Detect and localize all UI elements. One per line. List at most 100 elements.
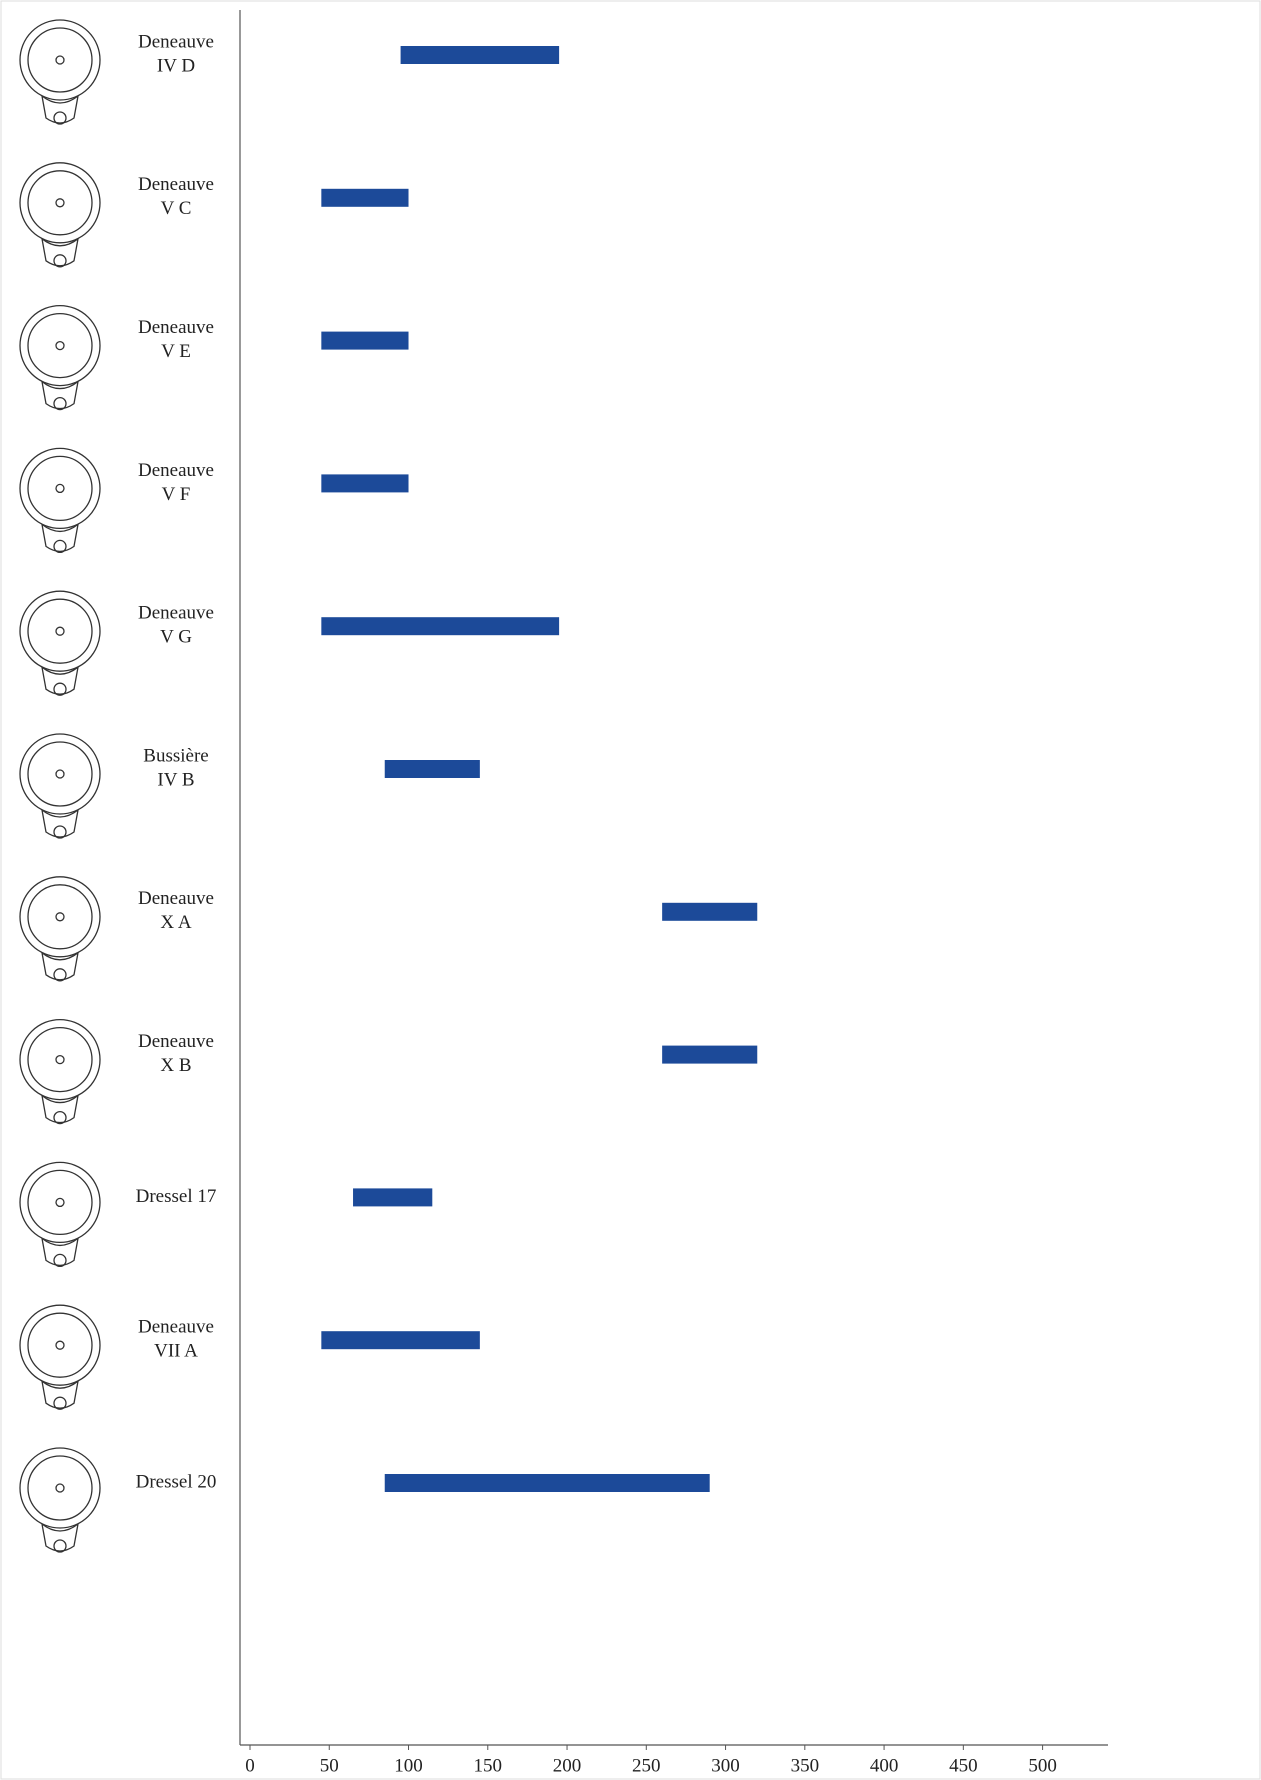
bar	[400, 46, 560, 64]
lamp-inner	[27, 884, 93, 950]
lamp-outer	[19, 1161, 101, 1244]
category-label: Deneauve	[138, 603, 214, 624]
category-label: IV B	[157, 769, 194, 790]
lamp-outer	[19, 733, 101, 815]
lamp-outer	[19, 162, 101, 244]
bar	[321, 1331, 480, 1350]
x-tick-label: 450	[949, 1755, 978, 1776]
category-label: X B	[160, 1055, 191, 1076]
category-label: V E	[161, 341, 191, 362]
lamp-inner	[27, 1026, 93, 1093]
lamp-hole	[55, 340, 65, 351]
lamp-hole	[55, 198, 65, 208]
bar	[384, 1474, 710, 1492]
lamp-nozzle	[41, 951, 79, 981]
category-label: IV D	[157, 55, 195, 76]
lamp-outer	[19, 447, 101, 530]
category-label: Bussière	[143, 745, 208, 766]
lamp-wick	[53, 254, 67, 268]
lamp-inner	[27, 170, 93, 236]
lamp-outer	[19, 590, 101, 672]
lamp-wick	[53, 682, 67, 696]
bar	[321, 331, 409, 350]
lamp-wick	[53, 1539, 67, 1553]
lamp-hole	[55, 1054, 65, 1065]
lamp-nozzle	[41, 1379, 79, 1409]
lamp-nozzle	[41, 522, 79, 553]
lamp-inner	[27, 27, 93, 93]
x-tick-label: 150	[474, 1755, 503, 1776]
lamp-outer	[19, 19, 101, 101]
category-label: V G	[160, 627, 192, 648]
lamp-wick	[53, 396, 67, 411]
lamp-nozzle	[41, 380, 79, 410]
x-tick-label: 500	[1028, 1755, 1057, 1776]
bar	[662, 1045, 758, 1064]
x-tick-label: 100	[394, 1755, 423, 1776]
category-label: Deneauve	[138, 1317, 214, 1338]
x-tick-label: 50	[320, 1755, 339, 1776]
lamp-outer	[19, 1304, 101, 1386]
lamp-inner	[27, 598, 93, 664]
category-label: Deneauve	[138, 460, 214, 481]
lamp-hole	[55, 55, 65, 65]
bar	[353, 1188, 433, 1207]
lamp-hole	[55, 912, 65, 922]
lamp-outer	[19, 304, 101, 387]
x-tick-label: 200	[553, 1755, 582, 1776]
lamp-wick	[53, 1253, 67, 1268]
category-label: Dressel 17	[136, 1186, 217, 1207]
x-tick-label: 300	[711, 1755, 740, 1776]
category-label: X A	[160, 912, 191, 933]
category-label: Deneauve	[138, 317, 214, 338]
lamp-hole	[55, 1197, 65, 1208]
lamp-outer	[19, 1018, 101, 1101]
lamp-outer	[19, 876, 101, 958]
lamp-nozzle	[41, 1094, 79, 1124]
lamp-inner	[27, 741, 93, 807]
lamp-hole	[55, 483, 65, 494]
x-tick-label: 400	[870, 1755, 899, 1776]
lamp-wick	[53, 539, 67, 554]
lamp-outer	[19, 1447, 101, 1529]
bar	[321, 617, 560, 636]
lamp-inner	[27, 1455, 93, 1521]
category-label: Deneauve	[138, 1031, 214, 1052]
category-label: Dressel 20	[136, 1471, 217, 1492]
x-tick-label: 350	[791, 1755, 820, 1776]
x-tick-label: 250	[632, 1755, 661, 1776]
category-label: V C	[161, 198, 192, 219]
category-label: V F	[162, 484, 191, 505]
category-label: Deneauve	[138, 174, 214, 195]
lamp-wick	[53, 1396, 67, 1410]
lamp-hole	[55, 1340, 65, 1350]
bar	[321, 474, 409, 493]
lamp-wick	[53, 111, 67, 125]
lamp-nozzle	[41, 1522, 79, 1552]
category-label: VII A	[154, 1341, 198, 1362]
lamp-nozzle	[41, 1236, 79, 1267]
lamp-inner	[27, 1169, 93, 1236]
lamp-nozzle	[41, 237, 79, 267]
lamp-nozzle	[41, 665, 79, 695]
lamp-nozzle	[41, 808, 79, 838]
lamp-hole	[55, 1483, 65, 1493]
lamp-hole	[55, 769, 65, 779]
lamp-nozzle	[41, 94, 79, 124]
category-label: Deneauve	[138, 888, 214, 909]
category-label: Deneauve	[138, 31, 214, 52]
x-tick-label: 0	[245, 1755, 255, 1776]
bar	[384, 760, 480, 778]
lamp-hole	[55, 626, 65, 636]
lamp-wick	[53, 825, 67, 839]
lamp-wick	[53, 968, 67, 982]
lamp-inner	[27, 1312, 93, 1378]
lamp-inner	[27, 455, 93, 522]
lamp-wick	[53, 1110, 67, 1125]
bar	[662, 902, 758, 921]
lamp-inner	[27, 312, 93, 379]
bar	[321, 188, 409, 207]
